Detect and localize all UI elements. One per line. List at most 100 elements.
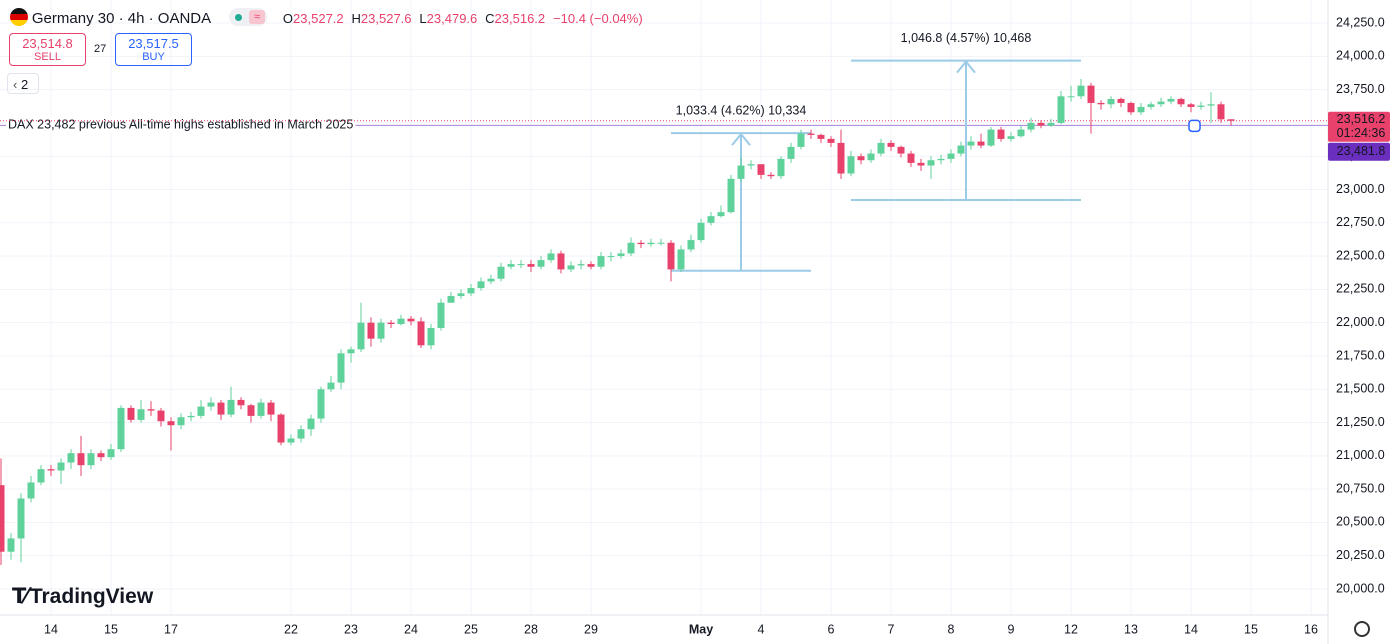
candle-body	[1207, 104, 1215, 106]
y-tick-label: 21,000.0	[1336, 448, 1385, 462]
candle-body	[17, 498, 25, 539]
candle-body	[167, 421, 175, 426]
candle-body	[1167, 98, 1175, 102]
status-pill[interactable]: ≈	[229, 8, 268, 26]
candle-body	[1187, 104, 1195, 107]
sell-label: SELL	[34, 51, 61, 63]
settings-icon[interactable]	[1354, 621, 1370, 637]
symbol-title[interactable]: Germany 30 · 4h · OANDA	[31, 10, 212, 27]
candle-body	[1107, 98, 1115, 105]
candle-body	[877, 142, 885, 154]
level-tag	[1328, 142, 1390, 161]
candle-body	[357, 322, 365, 350]
candle-body	[767, 174, 775, 177]
candle-body	[847, 156, 855, 174]
candle-body	[567, 265, 575, 270]
measure-label: 1,033.4 (4.62%) 10,334	[676, 103, 807, 117]
x-tick-label: 7	[888, 622, 895, 636]
candle-body	[1067, 96, 1075, 98]
flag-icon	[10, 8, 28, 26]
ohlc-value: 23,527.6	[360, 11, 412, 26]
candle-body	[517, 264, 525, 266]
y-tick-label: 21,750.0	[1336, 348, 1385, 362]
candle-body	[77, 453, 85, 466]
y-tick-label: 22,250.0	[1336, 282, 1385, 296]
x-tick-label: 24	[404, 622, 418, 636]
candle-body	[257, 402, 265, 416]
candle-body	[967, 141, 975, 146]
candle-body	[1217, 104, 1225, 120]
candle-body	[1127, 102, 1135, 113]
candle-body	[777, 158, 785, 177]
y-tick-label: 20,000.0	[1336, 581, 1385, 595]
candle-body	[717, 212, 725, 217]
measure-label: 1,046.8 (4.57%) 10,468	[901, 31, 1032, 45]
candle-body	[447, 296, 455, 303]
ohlc-value: 23,527.2	[293, 11, 344, 26]
candle-body	[1027, 122, 1035, 130]
candle-body	[67, 453, 75, 463]
candle-body	[267, 402, 275, 415]
candle-body	[477, 281, 485, 289]
candle-body	[287, 438, 295, 443]
candle-body	[337, 353, 345, 383]
candle-body	[377, 322, 385, 339]
candle-body	[1007, 136, 1015, 139]
candle-body	[437, 302, 445, 329]
buy-button[interactable]: 23,517.5 BUY	[115, 33, 192, 66]
candle-body	[1177, 98, 1185, 105]
y-tick-label: 22,000.0	[1336, 315, 1385, 329]
candle-body	[497, 266, 505, 279]
candle-body	[697, 222, 705, 241]
candle-body	[747, 164, 755, 166]
candle-body	[27, 482, 35, 499]
y-tick-label: 24,000.0	[1336, 49, 1385, 63]
candle-body	[107, 449, 115, 458]
candle-body	[607, 256, 615, 258]
ohlc-label: C	[485, 11, 495, 26]
candle-body	[897, 146, 905, 154]
candle-body	[787, 146, 795, 159]
candle-body	[247, 405, 255, 416]
x-tick-label: 14	[1184, 622, 1198, 636]
sell-button[interactable]: 23,514.8 SELL	[9, 33, 86, 66]
alert-marker	[1188, 119, 1201, 133]
candle-body	[157, 410, 165, 422]
candle-body	[707, 216, 715, 223]
measure-arrowhead	[956, 60, 976, 74]
candle-body	[1097, 102, 1105, 105]
y-tick-label: 24,250.0	[1336, 15, 1385, 29]
indicators-toggle[interactable]: ‹ 2	[7, 73, 39, 94]
candle-body	[147, 409, 155, 411]
candle-body	[677, 249, 685, 270]
y-tick-label: 22,500.0	[1336, 248, 1385, 262]
candle-body	[1037, 122, 1045, 126]
candle-body	[1147, 104, 1155, 107]
candle-body	[647, 242, 655, 245]
buy-price: 23,517.5	[128, 36, 179, 51]
candle-body	[187, 415, 195, 418]
candle-body	[857, 156, 865, 161]
candle-body	[907, 153, 915, 163]
spread: 27	[94, 43, 107, 55]
x-tick-label: 23	[344, 622, 358, 636]
candle-body	[47, 469, 55, 471]
candle-body	[57, 462, 65, 471]
y-tick-label: 20,750.0	[1336, 481, 1385, 495]
candle-body	[577, 264, 585, 266]
candle-body	[7, 538, 15, 552]
candle-body	[887, 142, 895, 147]
y-tick-label: 21,500.0	[1336, 382, 1385, 396]
candle-body	[237, 399, 245, 406]
candle-body	[957, 145, 965, 154]
y-tick-label: 20,500.0	[1336, 515, 1385, 529]
indicators-count: 2	[20, 77, 29, 92]
sell-price: 23,514.8	[22, 36, 73, 51]
x-tick-label: May	[689, 622, 713, 636]
last-price-text: 23,516.2	[1337, 112, 1386, 126]
candle-body	[637, 242, 645, 245]
candle-body	[527, 264, 535, 267]
candle-body	[97, 453, 105, 458]
